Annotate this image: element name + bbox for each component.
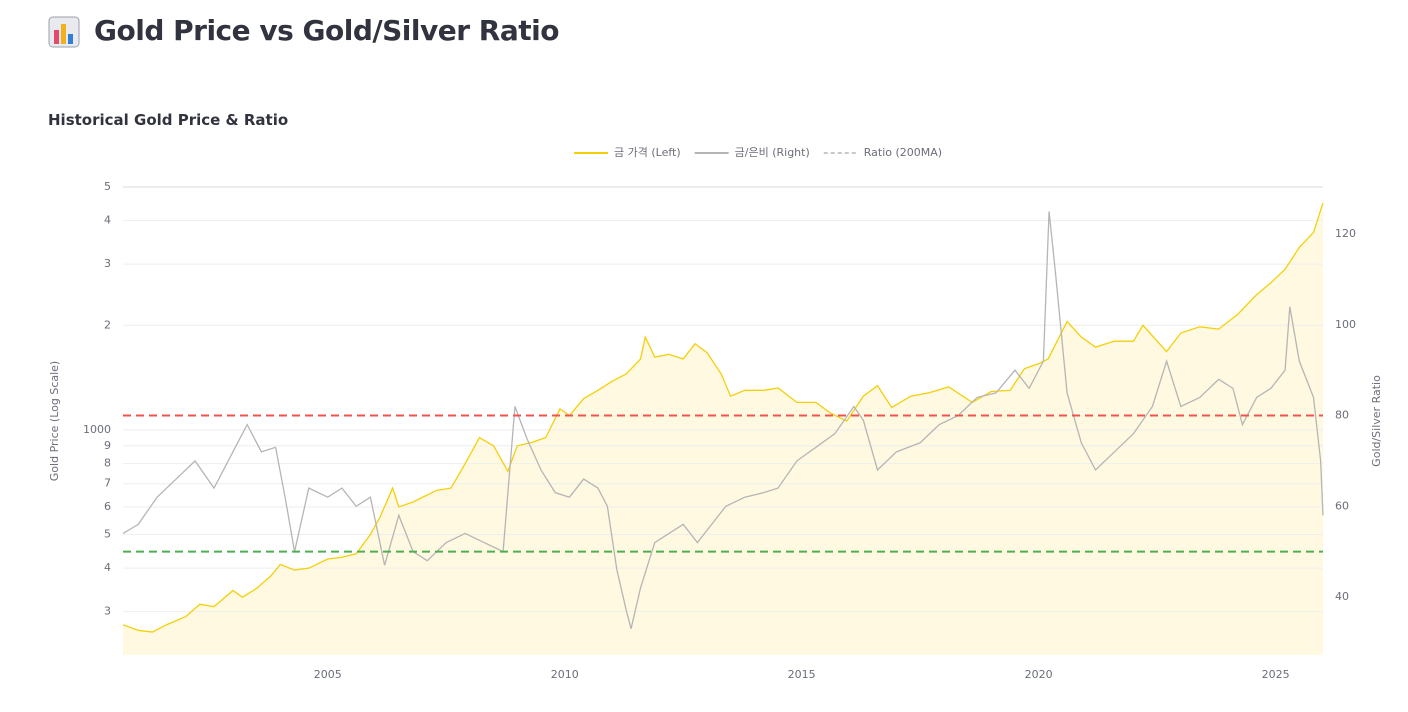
y2-tick-label: 60 xyxy=(1335,499,1349,512)
y2-tick-label: 120 xyxy=(1335,227,1356,240)
y-tick-label: 3 xyxy=(104,257,111,270)
x-tick-label: 2005 xyxy=(314,668,342,681)
x-tick-label: 2020 xyxy=(1025,668,1053,681)
legend-label: 금/은비 (Right) xyxy=(735,146,810,159)
line xyxy=(122,202,1324,633)
y-tick-label: 4 xyxy=(104,214,111,227)
legend-label: 금 가격 (Left) xyxy=(614,146,681,159)
y2-tick-label: 80 xyxy=(1335,409,1349,422)
x-tick-label: 2025 xyxy=(1262,668,1290,681)
legend-label: Ratio (200MA) xyxy=(864,146,942,159)
y-tick-label: 8 xyxy=(104,457,111,470)
page-title: Gold Price vs Gold/Silver Ratio xyxy=(94,14,559,47)
y-tick-label: 7 xyxy=(104,477,111,490)
chart-title: Historical Gold Price & Ratio xyxy=(48,111,289,129)
y-tick-label: 6 xyxy=(104,500,111,513)
x-tick-label: 2015 xyxy=(788,668,816,681)
y2-axis-title: Gold/Silver Ratio xyxy=(1370,375,1383,467)
title-icon xyxy=(48,16,80,48)
y-tick-label: 3 xyxy=(104,605,111,618)
y-tick-label: 5 xyxy=(104,180,111,193)
y-tick-label: 1000 xyxy=(83,423,111,436)
x-tick-label: 2010 xyxy=(551,668,579,681)
area xyxy=(123,202,1323,655)
y-tick-label: 4 xyxy=(104,561,111,574)
y-tick-label: 9 xyxy=(104,439,111,452)
line xyxy=(122,211,1324,629)
y-tick-label: 5 xyxy=(104,527,111,540)
y2-tick-label: 100 xyxy=(1335,318,1356,331)
y2-tick-label: 40 xyxy=(1335,590,1349,603)
y-axis-title: Gold Price (Log Scale) xyxy=(48,361,61,481)
y-tick-label: 2 xyxy=(104,318,111,331)
